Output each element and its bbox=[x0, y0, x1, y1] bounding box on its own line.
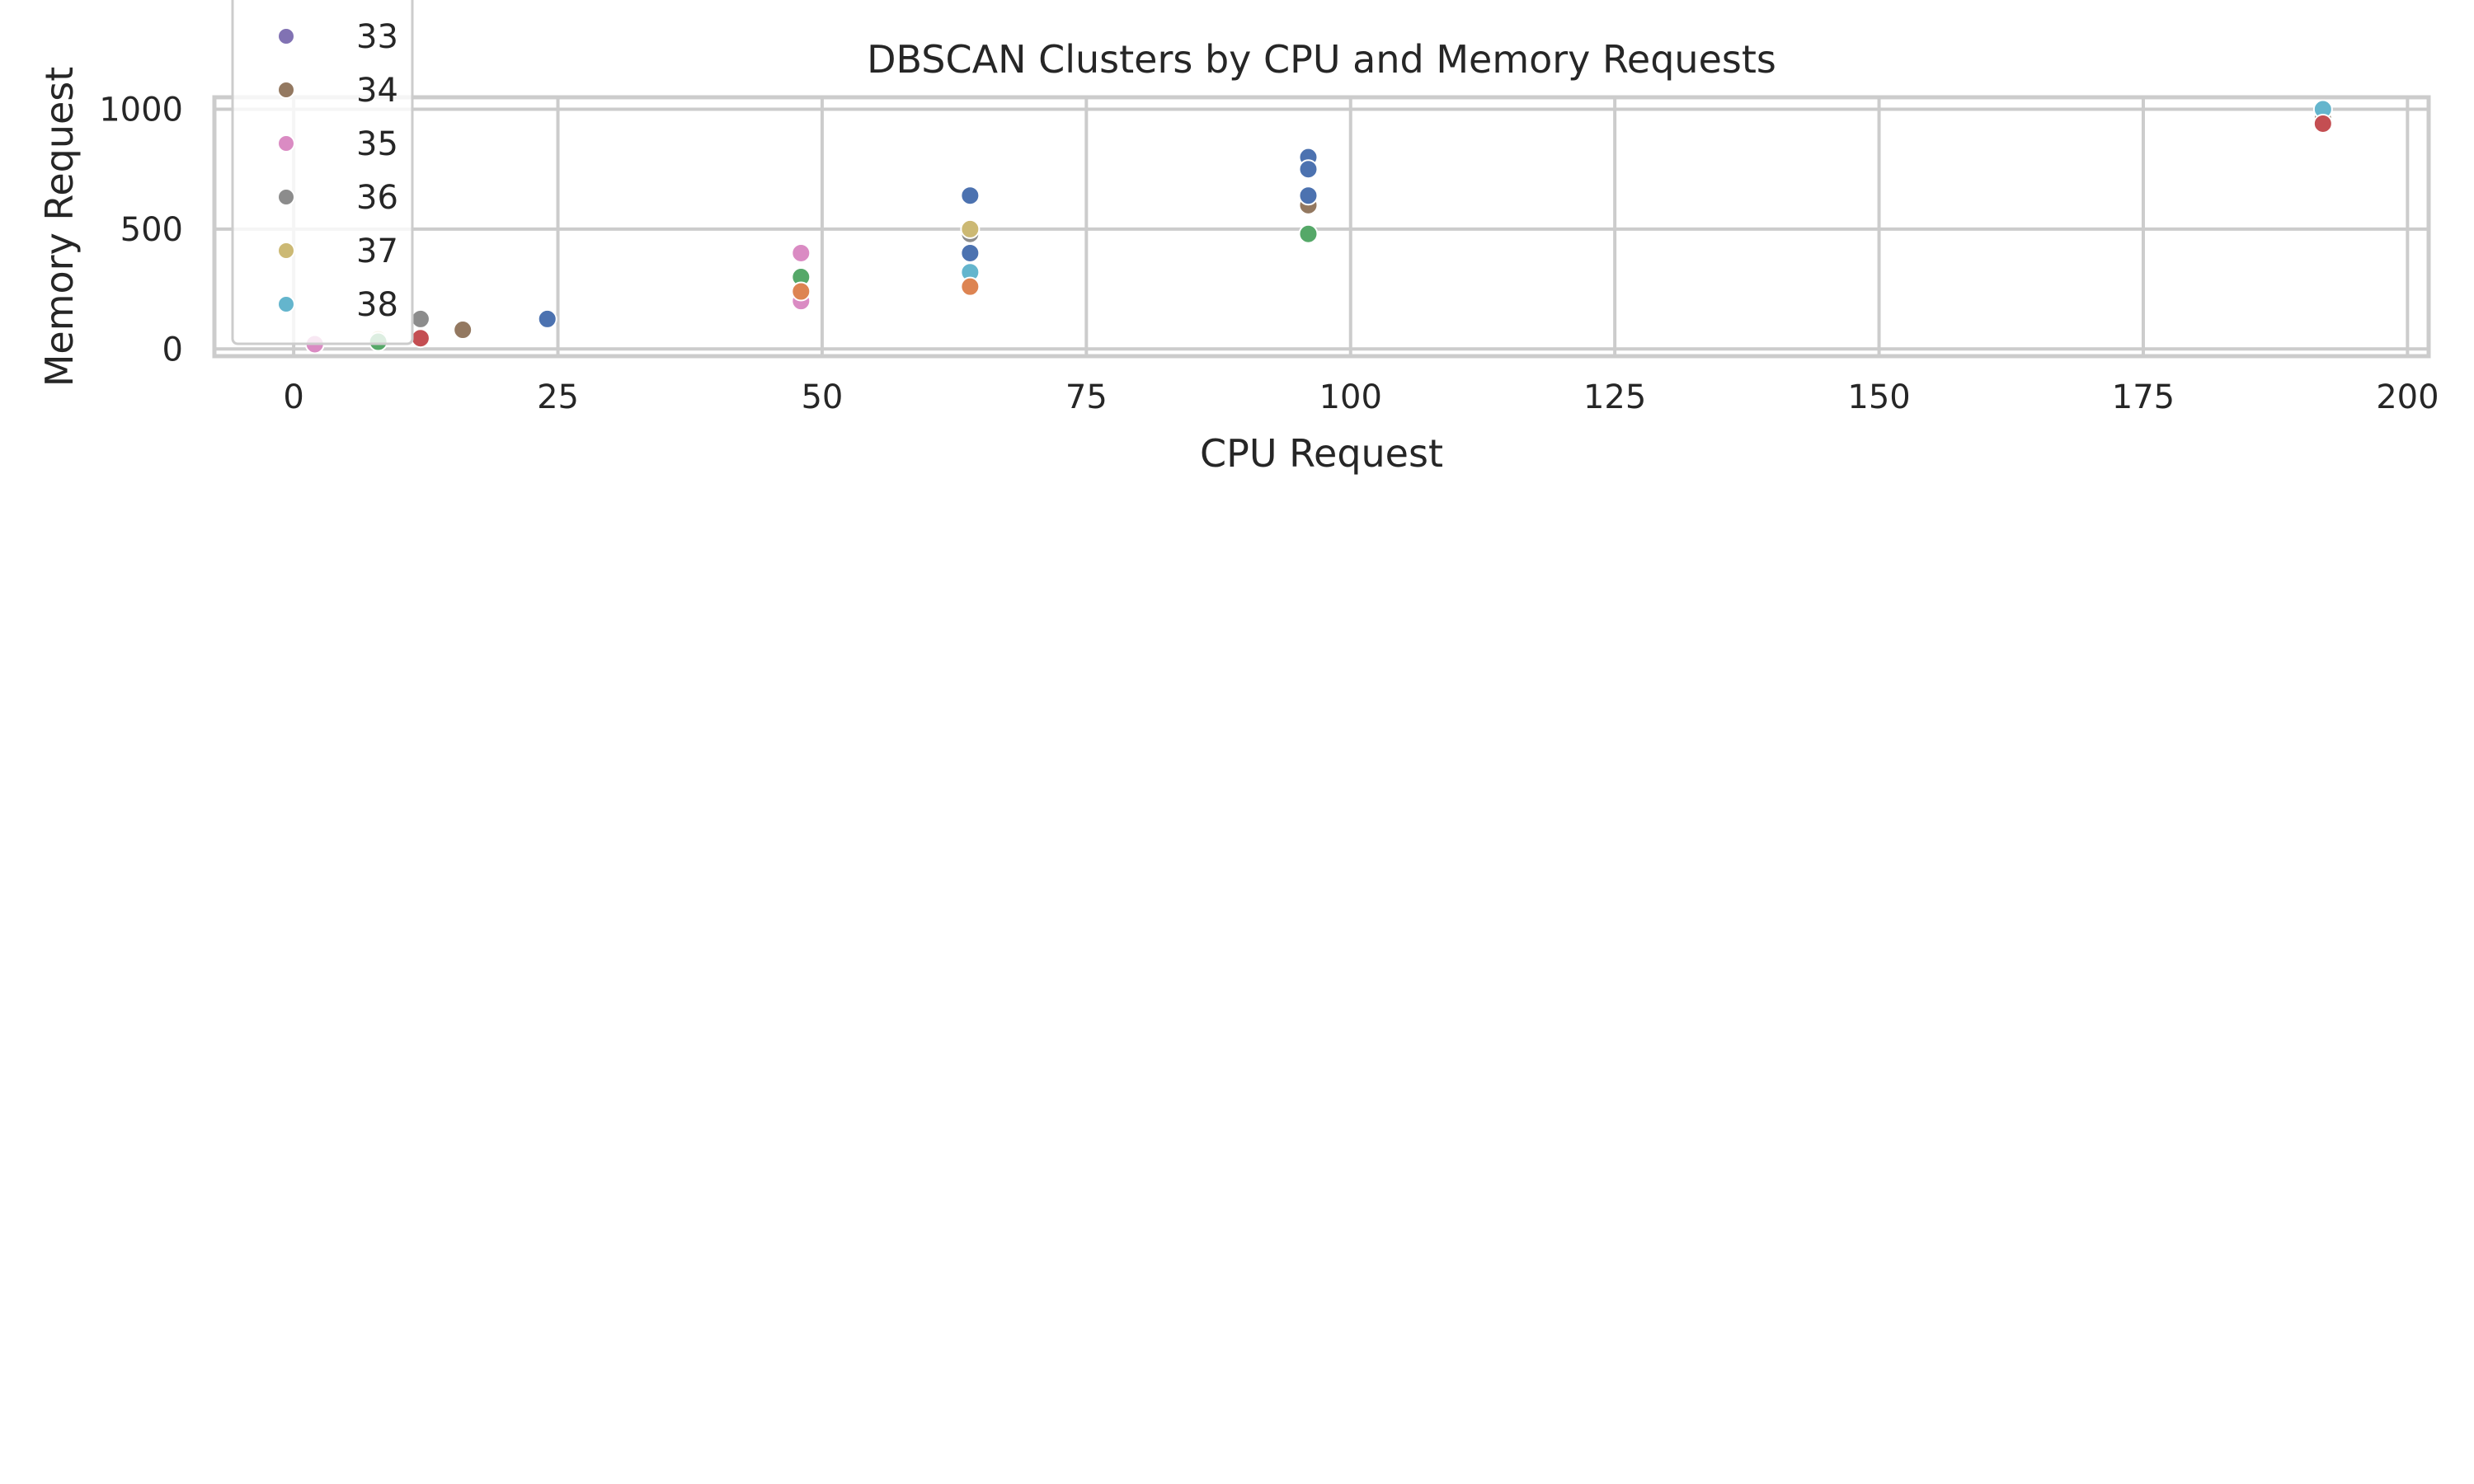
legend-marker bbox=[277, 81, 295, 99]
x-tick-label: 100 bbox=[1319, 378, 1382, 416]
legend-label: 36 bbox=[356, 179, 398, 217]
legend-marker bbox=[277, 27, 295, 45]
legend-label: 38 bbox=[356, 286, 398, 324]
y-axis-title: Memory Request bbox=[37, 67, 82, 387]
x-axis-title: CPU Request bbox=[1200, 431, 1443, 476]
data-point bbox=[1298, 159, 1319, 180]
legend-box bbox=[231, 0, 414, 345]
legend-label: 33 bbox=[356, 18, 398, 56]
legend-label: 34 bbox=[356, 72, 398, 110]
data-point bbox=[2312, 113, 2333, 134]
x-tick-label: 175 bbox=[2112, 378, 2175, 416]
y-tick-label: 1000 bbox=[99, 92, 183, 129]
x-tick-label: 25 bbox=[537, 378, 579, 416]
legend-marker bbox=[277, 134, 295, 153]
data-point bbox=[410, 328, 430, 349]
plot-area-frame bbox=[212, 95, 2431, 359]
legend-label: 35 bbox=[356, 125, 398, 163]
x-tick-label: 50 bbox=[801, 378, 843, 416]
legend-marker bbox=[277, 295, 295, 313]
data-point bbox=[960, 186, 981, 206]
legend-marker bbox=[277, 242, 295, 260]
x-tick-label: 200 bbox=[2376, 378, 2439, 416]
data-point bbox=[453, 320, 473, 340]
x-tick-label: 150 bbox=[1847, 378, 1910, 416]
data-point bbox=[960, 218, 981, 239]
data-point bbox=[960, 242, 981, 263]
data-point bbox=[1298, 186, 1319, 206]
data-point bbox=[537, 308, 557, 329]
legend-marker bbox=[277, 188, 295, 206]
x-tick-label: 125 bbox=[1583, 378, 1646, 416]
data-point bbox=[791, 281, 811, 302]
tick-labels: 0 25 50 75 100 125 150 175 200 0 500 1000 bbox=[99, 92, 2439, 416]
chart-title: DBSCAN Clusters by CPU and Memory Reques… bbox=[867, 37, 1776, 82]
data-points bbox=[304, 99, 2333, 355]
data-point bbox=[1298, 223, 1319, 244]
x-tick-label: 0 bbox=[283, 378, 303, 416]
data-point bbox=[960, 276, 981, 297]
x-tick-label: 75 bbox=[1065, 378, 1108, 416]
y-tick-label: 0 bbox=[162, 331, 183, 369]
data-point bbox=[410, 308, 430, 329]
data-point bbox=[791, 242, 811, 263]
legend-label: 37 bbox=[356, 232, 398, 270]
y-tick-label: 500 bbox=[120, 211, 183, 249]
grid-lines bbox=[214, 97, 2429, 356]
legend: 33 34 35 36 37 38 bbox=[231, 0, 414, 345]
